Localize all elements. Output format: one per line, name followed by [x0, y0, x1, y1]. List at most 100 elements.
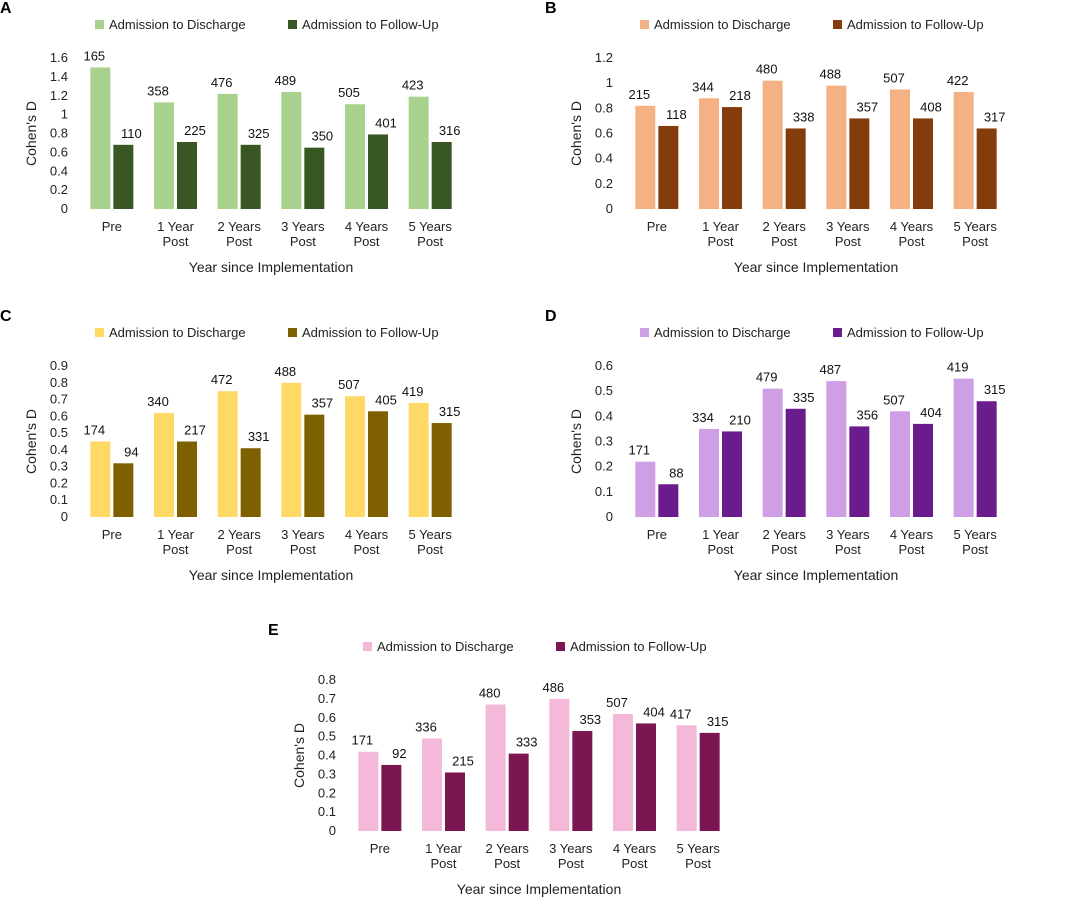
bar — [408, 96, 429, 209]
x-axis-title: Year since Implementation — [189, 567, 353, 583]
y-tick-label: 1.6 — [50, 50, 68, 65]
x-tick-label: Post — [226, 234, 252, 249]
bar — [635, 105, 656, 209]
legend-swatch — [288, 328, 297, 337]
y-axis-title: Cohen's D — [23, 409, 39, 474]
y-tick-label: 0.2 — [318, 785, 336, 800]
x-tick-label: Post — [707, 234, 733, 249]
data-label: 333 — [516, 735, 538, 750]
data-label: 317 — [984, 109, 1006, 124]
y-tick-label: 1 — [606, 75, 613, 90]
x-axis-title: Year since Implementation — [734, 567, 898, 583]
data-label: 507 — [883, 392, 905, 407]
legend-swatch — [833, 20, 842, 29]
chart-e-svg: Admission to Discharge Admission to Follo… — [291, 639, 729, 897]
chart-panel-c: C Admission to Discharge Admission to Fol… — [0, 308, 470, 598]
x-tick-label: 3 Years — [549, 841, 593, 856]
data-label: 476 — [211, 75, 233, 90]
data-label: 472 — [211, 372, 233, 387]
y-tick-label: 0.3 — [50, 459, 68, 474]
y-tick-label: 0.7 — [318, 691, 336, 706]
bar — [658, 125, 679, 209]
y-axis-title: Cohen's D — [568, 409, 584, 474]
panel-label: E — [268, 622, 279, 639]
data-label: 488 — [819, 67, 841, 82]
x-axis-title: Year since Implementation — [457, 881, 621, 897]
y-tick-label: 0.4 — [50, 442, 68, 457]
x-tick-label: 1 Year — [702, 219, 740, 234]
data-label: 357 — [856, 99, 878, 114]
chart-a-svg: Admission to Discharge Admission to Follo… — [23, 17, 461, 275]
bar — [113, 144, 134, 209]
data-label: 315 — [439, 404, 461, 419]
panel-label: B — [545, 0, 557, 17]
bar — [762, 388, 783, 517]
y-tick-label: 0 — [606, 509, 613, 524]
data-label: 331 — [248, 429, 270, 444]
x-tick-label: 2 Years — [217, 219, 261, 234]
x-tick-label: 5 Years — [408, 219, 452, 234]
panel-label: D — [545, 308, 557, 325]
legend-swatch — [363, 642, 372, 651]
data-label: 358 — [147, 83, 169, 98]
chart-b-svg: Admission to Discharge Admission to Follo… — [568, 17, 1006, 275]
x-tick-label: Post — [290, 542, 316, 557]
y-tick-label: 0.8 — [595, 100, 613, 115]
legend-label: Admission to Discharge — [654, 17, 791, 32]
bar — [345, 104, 365, 209]
bar — [508, 753, 529, 831]
data-label: 404 — [920, 405, 942, 420]
legend-label: Admission to Follow-Up — [302, 325, 439, 340]
x-tick-label: Post — [353, 234, 379, 249]
data-label: 408 — [920, 99, 942, 114]
y-tick-label: 0.2 — [50, 475, 68, 490]
legend-label: Admission to Follow-Up — [847, 325, 984, 340]
y-tick-label: 0.6 — [595, 358, 613, 373]
y-tick-label: 0.8 — [50, 126, 68, 141]
x-tick-label: 4 Years — [345, 527, 389, 542]
bar — [722, 431, 742, 517]
x-tick-label: Post — [962, 542, 988, 557]
bar — [304, 147, 325, 209]
legend-swatch — [833, 328, 842, 337]
x-tick-label: Post — [353, 542, 379, 557]
chart-c-svg: Admission to Discharge Admission to Follo… — [23, 325, 461, 583]
bar — [217, 93, 238, 209]
bar — [636, 723, 656, 831]
data-label: 210 — [729, 412, 751, 427]
data-label: 325 — [248, 126, 270, 141]
x-tick-label: 3 Years — [826, 527, 870, 542]
x-tick-label: 5 Years — [953, 527, 997, 542]
data-label: 489 — [274, 73, 296, 88]
bar — [281, 91, 302, 209]
bar — [368, 134, 388, 209]
x-tick-label: Post — [162, 542, 188, 557]
data-label: 423 — [402, 78, 424, 93]
x-tick-label: 1 Year — [425, 841, 463, 856]
y-tick-label: 0.4 — [595, 151, 613, 166]
x-tick-label: Post — [290, 234, 316, 249]
data-label: 507 — [883, 70, 905, 85]
bar — [90, 67, 111, 209]
x-tick-label: 4 Years — [890, 219, 934, 234]
data-label: 338 — [793, 109, 815, 124]
bar — [699, 732, 720, 831]
y-tick-label: 0.8 — [318, 672, 336, 687]
x-tick-label: 5 Years — [408, 527, 452, 542]
bar — [177, 141, 197, 209]
y-tick-label: 0.2 — [50, 182, 68, 197]
bar — [976, 128, 997, 209]
data-label: 488 — [274, 364, 296, 379]
data-label: 334 — [692, 410, 714, 425]
bar — [890, 89, 910, 209]
x-tick-label: Post — [835, 234, 861, 249]
x-tick-label: Post — [898, 234, 924, 249]
data-label: 165 — [83, 48, 105, 63]
bar — [154, 412, 174, 517]
legend-swatch — [640, 328, 649, 337]
bar — [431, 141, 452, 209]
bar — [358, 751, 379, 831]
bar — [913, 118, 933, 209]
bar — [953, 91, 974, 209]
bar — [431, 423, 452, 517]
